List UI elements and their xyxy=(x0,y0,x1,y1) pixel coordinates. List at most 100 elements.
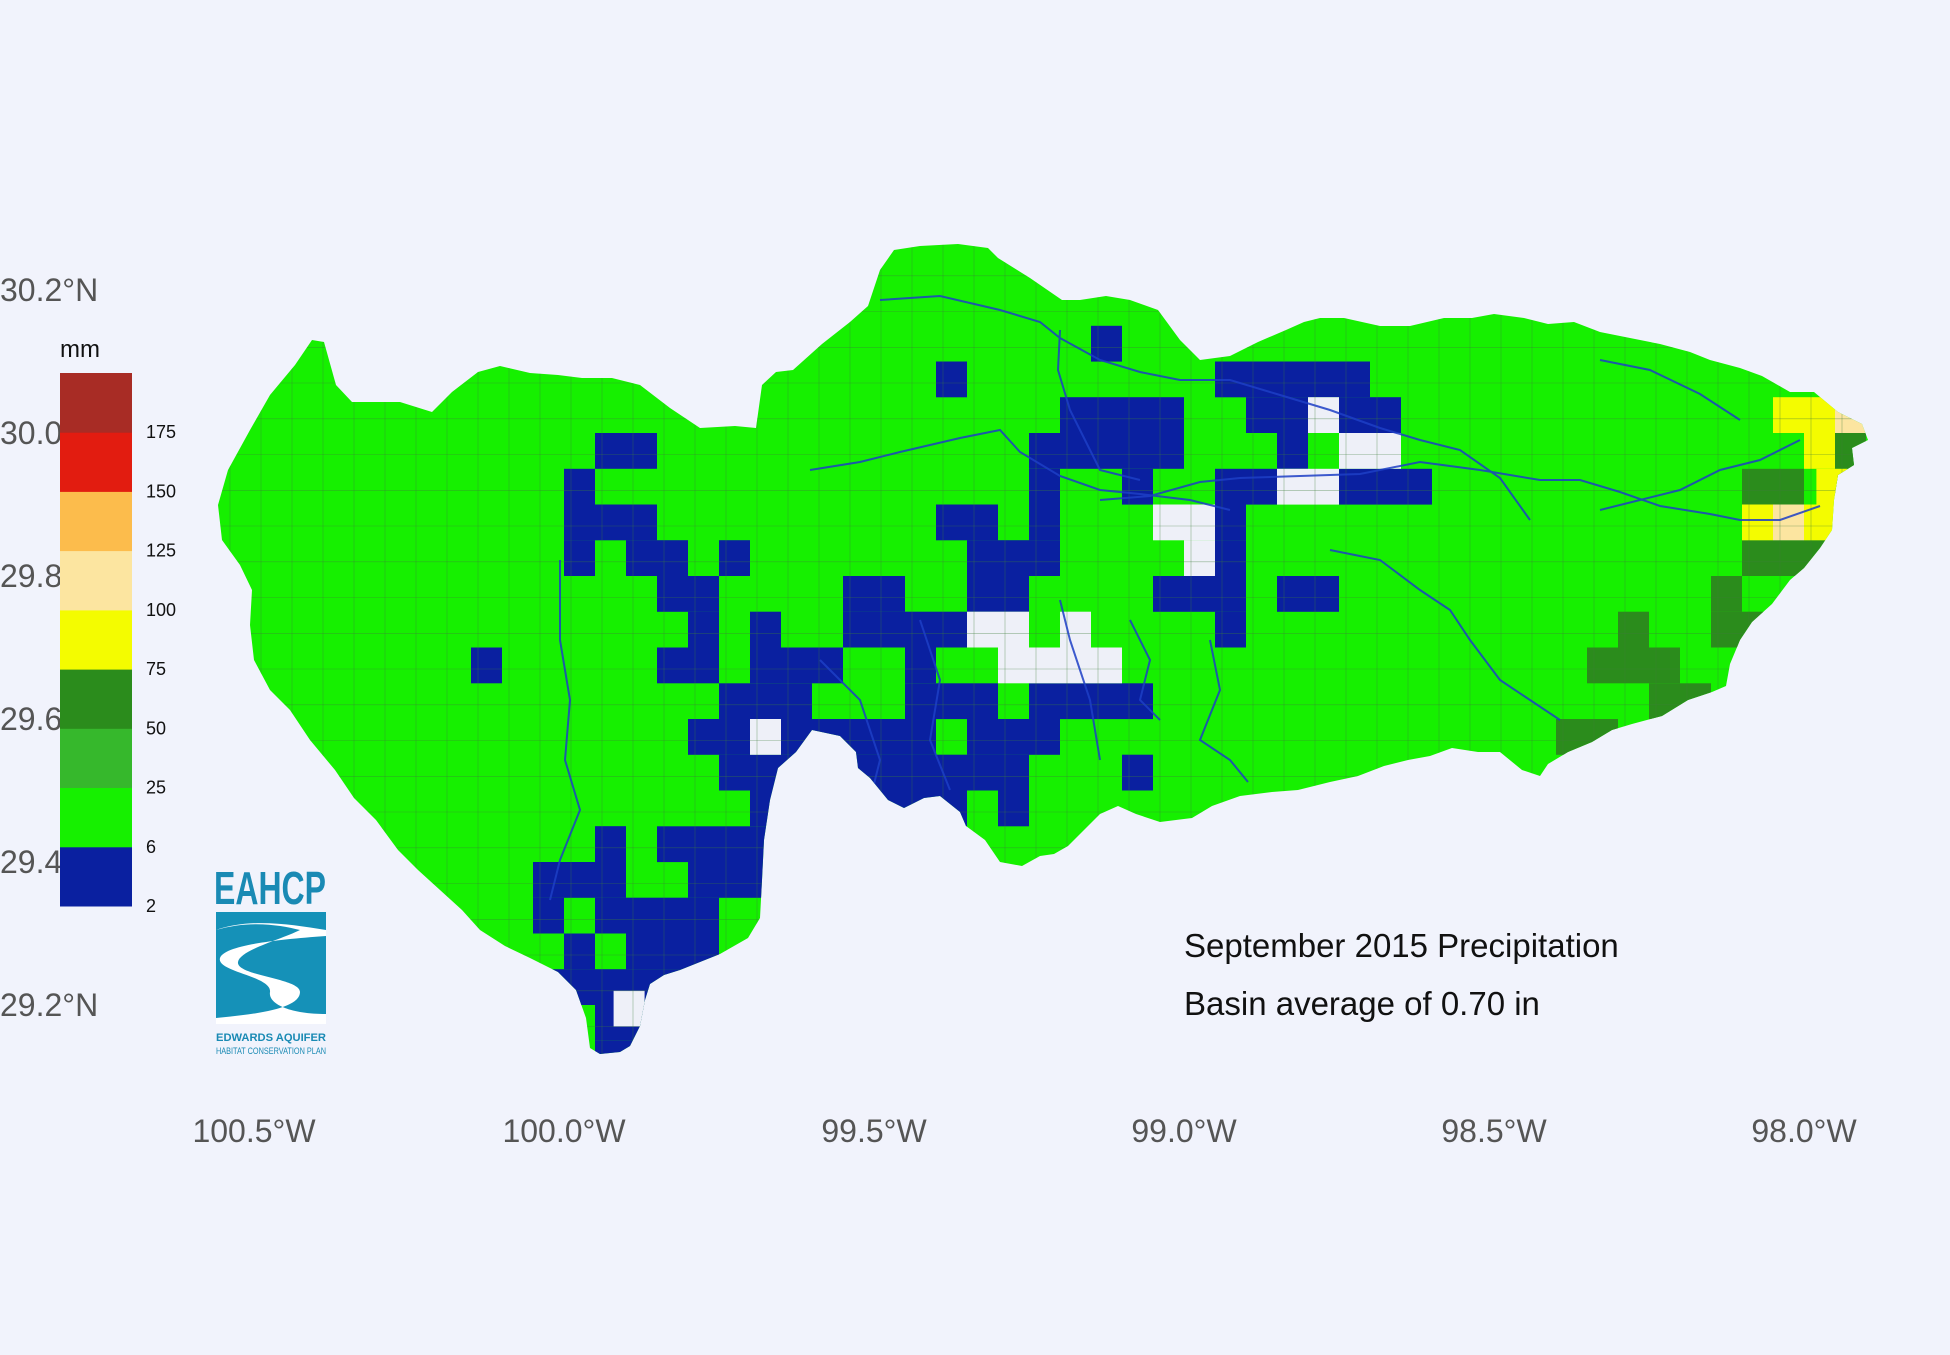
grid-cell xyxy=(1308,397,1339,433)
grid-cell xyxy=(874,719,905,755)
grid-cell xyxy=(657,897,688,934)
grid-cell xyxy=(1122,433,1153,469)
grid-cell xyxy=(1680,683,1711,720)
x-axis: 100.5°W 100.0°W 99.5°W 99.0°W 98.5°W 98.0°W xyxy=(192,1113,1857,1149)
eahcp-logo: EAHCP EDWARDS AQUIFER HABITAT CONSERVATI… xyxy=(214,862,326,1056)
grid-cell xyxy=(626,933,657,970)
grid-cell xyxy=(1091,647,1122,684)
grid-cell xyxy=(1122,468,1153,505)
grid-cell xyxy=(1060,647,1091,684)
grid-cell xyxy=(1122,683,1153,720)
grid-cell xyxy=(905,790,936,827)
grid-cell xyxy=(657,576,688,612)
grid-cell xyxy=(688,719,719,755)
legend-break-label: 25 xyxy=(146,778,166,798)
grid-cell xyxy=(1742,611,1773,648)
grid-cell xyxy=(1587,719,1618,755)
annotations: September 2015 Precipitation Basin avera… xyxy=(1184,927,1619,1022)
grid-cell xyxy=(657,969,688,1005)
grid-cell xyxy=(595,897,626,934)
x-tick-label: 100.5°W xyxy=(192,1113,316,1149)
grid-cell xyxy=(688,647,719,684)
grid-cell xyxy=(1773,540,1804,576)
grid-cell xyxy=(905,683,936,720)
grid-cell xyxy=(564,468,595,505)
grid-cell xyxy=(1029,468,1060,505)
grid-cell xyxy=(1370,433,1401,469)
grid-cell xyxy=(1215,468,1246,505)
annotation-title: September 2015 Precipitation xyxy=(1184,927,1619,964)
grid-cell xyxy=(626,1040,657,1054)
x-tick-label: 98.0°W xyxy=(1751,1113,1857,1149)
grid-cell xyxy=(874,790,905,827)
grid-cell xyxy=(595,826,626,863)
grid-cell xyxy=(688,862,719,898)
legend-break-label: 50 xyxy=(146,718,166,738)
grid-cell xyxy=(595,862,626,898)
grid-cell xyxy=(1816,468,1848,505)
legend-swatch xyxy=(60,550,132,611)
grid-cell xyxy=(533,897,564,934)
grid-cell xyxy=(967,504,998,541)
grid-cell xyxy=(564,540,595,576)
grid-cell xyxy=(1835,683,1866,720)
legend-swatch xyxy=(60,609,132,670)
grid-cell xyxy=(657,647,688,684)
grid-cell xyxy=(1153,504,1184,541)
grid-cell xyxy=(1246,397,1277,433)
x-tick-label: 98.5°W xyxy=(1441,1113,1547,1149)
grid-cell xyxy=(967,754,998,791)
grid-cell xyxy=(812,719,843,755)
grid-cell xyxy=(719,826,750,863)
grid-cell xyxy=(936,361,967,398)
grid-cell xyxy=(1184,576,1215,612)
grid-cell xyxy=(1804,433,1835,469)
grid-cell xyxy=(1246,361,1277,398)
grid-cell xyxy=(1215,611,1246,648)
grid-cell xyxy=(1091,397,1122,433)
grid-cell xyxy=(998,754,1029,791)
legend-break-label: 6 xyxy=(146,837,156,857)
grid-cell xyxy=(1742,468,1773,505)
grid-cell xyxy=(1835,397,1866,433)
legend-break-label: 125 xyxy=(146,541,176,561)
legend-swatch xyxy=(60,787,132,848)
grid-cell xyxy=(1804,683,1835,720)
grid-cell xyxy=(998,611,1029,648)
grid-cell xyxy=(781,647,812,684)
grid-cell xyxy=(1308,361,1339,398)
grid-cell xyxy=(812,790,843,827)
grid-cell xyxy=(781,719,812,755)
grid-cell xyxy=(1277,576,1308,612)
grid-cell xyxy=(1401,468,1432,505)
grid-cell xyxy=(626,897,657,934)
x-tick-label: 100.0°W xyxy=(502,1113,626,1149)
grid-cell xyxy=(502,969,533,1005)
grid-cell xyxy=(1649,647,1680,684)
logo-subtitle: EDWARDS AQUIFER xyxy=(216,1032,326,1044)
grid-cell xyxy=(719,862,750,898)
grid-cell xyxy=(1060,433,1091,469)
grid-cell xyxy=(564,933,595,970)
grid-cell xyxy=(657,826,688,863)
grid-cell xyxy=(967,611,998,648)
grid-cell xyxy=(1339,433,1370,469)
grid-cell xyxy=(998,790,1029,827)
grid-cell xyxy=(1773,468,1804,505)
legend-break-label: 75 xyxy=(146,659,166,679)
grid-cell xyxy=(936,754,967,791)
grid-cell xyxy=(1835,468,1866,505)
grid-cell xyxy=(688,611,719,648)
grid-cell xyxy=(750,683,781,720)
grid-cell xyxy=(1277,397,1308,433)
grid-cell xyxy=(781,826,812,863)
grid-cell xyxy=(719,683,750,720)
grid-cell xyxy=(998,576,1029,612)
grid-cell xyxy=(843,611,874,648)
grid-cell xyxy=(1215,576,1246,612)
grid-cell xyxy=(688,897,719,934)
grid-cell xyxy=(1587,647,1618,684)
grid-cell xyxy=(564,969,595,1005)
legend-swatch xyxy=(60,669,132,729)
grid-cell xyxy=(1184,504,1215,541)
